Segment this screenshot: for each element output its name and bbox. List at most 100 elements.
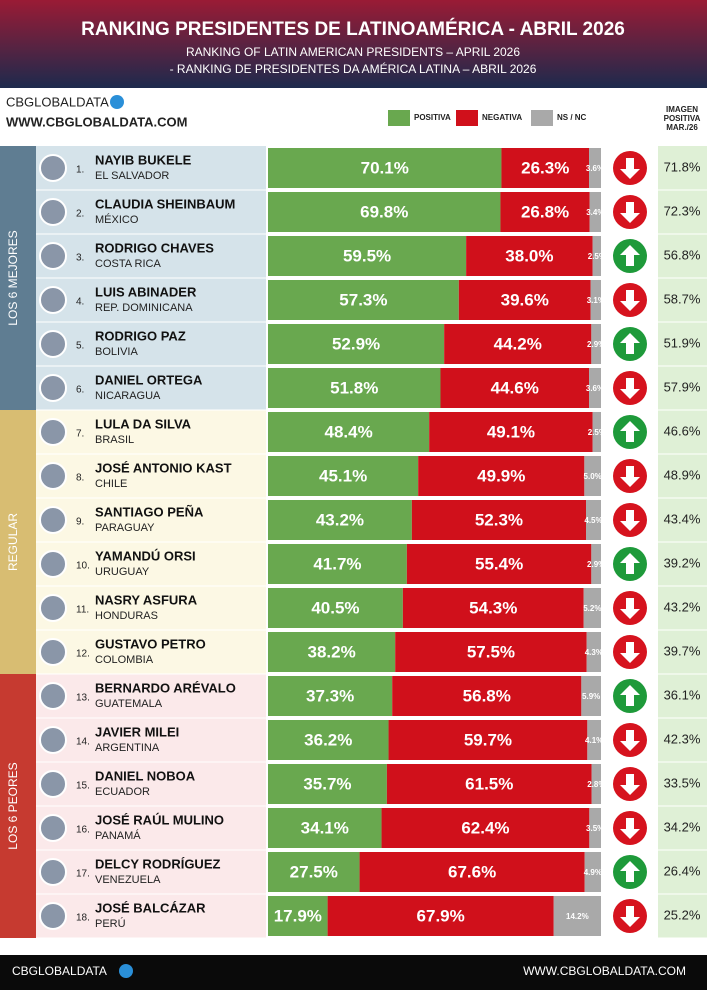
image-value: 33.5% xyxy=(664,775,701,790)
trend-arrow-glyph xyxy=(620,774,640,795)
bar-segment xyxy=(589,368,601,408)
footer-brand: CBGLOBALDATA xyxy=(12,964,107,978)
bar-label: 2.9% xyxy=(587,340,605,349)
trend-arrow-glyph xyxy=(620,553,640,574)
president-name: LULA DA SILVA xyxy=(95,416,192,431)
bar-segment xyxy=(586,632,601,672)
bar-segment xyxy=(406,544,592,584)
bar-segment xyxy=(268,324,445,364)
country: BRASIL xyxy=(95,434,134,446)
trend-arrow-glyph xyxy=(620,598,640,619)
bar-label: 52.9% xyxy=(332,334,380,353)
portrait xyxy=(39,550,67,578)
subtitle: RANKING OF LATIN AMERICAN PRESIDENTS – A… xyxy=(186,45,520,59)
image-value: 57.9% xyxy=(664,379,701,394)
country: PANAMÁ xyxy=(95,829,141,842)
president-name: YAMANDÚ ORSI xyxy=(95,548,196,563)
trend-arrow-glyph xyxy=(620,245,640,266)
rank: 9. xyxy=(76,517,84,528)
president-name: DANIEL ORTEGA xyxy=(95,372,203,387)
bar-segment xyxy=(586,500,601,540)
bar-label: 3.6% xyxy=(586,384,604,393)
president-name: RODRIGO CHAVES xyxy=(95,240,214,255)
bar-label: 39.6% xyxy=(501,290,549,309)
president-name: GUSTAVO PETRO xyxy=(95,636,206,651)
subtitle: - RANKING DE PRESIDENTES DA AMÉRICA LATI… xyxy=(170,61,537,76)
bar-segment xyxy=(402,588,584,628)
rank: 15. xyxy=(76,781,90,792)
bar-label: 4.5% xyxy=(584,516,602,525)
bar-segment xyxy=(386,764,592,804)
president-name: LUIS ABINADER xyxy=(95,284,197,299)
portrait xyxy=(39,374,67,402)
image-value: 56.8% xyxy=(664,247,701,262)
bar-segment xyxy=(584,852,601,892)
image-value: 46.6% xyxy=(664,423,701,438)
image-value: 39.2% xyxy=(664,555,701,570)
bar-segment xyxy=(590,280,601,320)
bar-label: 4.1% xyxy=(585,736,603,745)
country: EL SALVADOR xyxy=(95,170,169,182)
portrait xyxy=(39,682,67,710)
portrait xyxy=(39,770,67,798)
legend-label: NEGATIVA xyxy=(482,113,522,122)
rank: 13. xyxy=(76,693,90,704)
bar-label: 44.2% xyxy=(494,334,542,353)
bar-label: 36.2% xyxy=(304,730,352,749)
image-value: 51.9% xyxy=(664,335,701,350)
president-name: NASRY ASFURA xyxy=(95,592,198,607)
url: WWW.CBGLOBALDATA.COM xyxy=(6,114,187,129)
bar-label: 67.6% xyxy=(448,862,496,881)
image-value: 58.7% xyxy=(664,291,701,306)
bar-label: 2.5% xyxy=(588,428,606,437)
bar-label: 3.1% xyxy=(587,296,605,305)
bar-label: 34.1% xyxy=(301,818,349,837)
bar-segment xyxy=(268,236,467,276)
bar-segment xyxy=(392,676,582,716)
rank: 11. xyxy=(76,605,89,616)
bar-segment xyxy=(268,588,403,628)
rank: 1. xyxy=(76,165,84,176)
bar-label: 3.4% xyxy=(586,208,604,217)
trend-arrow-glyph xyxy=(620,642,640,663)
bar-segment xyxy=(501,148,590,188)
legend-swatch xyxy=(388,110,410,126)
bar-label: 2.8% xyxy=(587,780,605,789)
bar-segment xyxy=(584,456,601,496)
bar-label: 2.5% xyxy=(588,252,606,261)
bar-label: 44.6% xyxy=(491,378,539,397)
group-band xyxy=(0,410,36,674)
bar-label: 37.3% xyxy=(306,686,354,705)
bar-label: 45.1% xyxy=(319,466,367,485)
column-header: IMAGEN xyxy=(666,105,698,114)
trend-arrow-glyph xyxy=(620,906,640,927)
bar-label: 57.3% xyxy=(339,290,387,309)
bar-segment xyxy=(411,500,587,540)
portrait xyxy=(39,418,67,446)
image-value: 71.8% xyxy=(664,159,701,174)
bar-segment xyxy=(268,720,389,760)
bar-label: 49.1% xyxy=(487,422,535,441)
country: PERÚ xyxy=(95,917,126,930)
country: URUGUAY xyxy=(95,566,150,578)
bar-label: 52.3% xyxy=(475,510,523,529)
bar-segment xyxy=(589,192,601,232)
bar-segment xyxy=(418,456,585,496)
trend-arrow-glyph xyxy=(620,466,640,487)
bar-segment xyxy=(589,808,601,848)
legend-label: NS / NC xyxy=(557,113,587,122)
bar-label: 62.4% xyxy=(461,818,509,837)
group-label: LOS 6 PEORES xyxy=(6,762,20,849)
column-header: MAR./26 xyxy=(666,123,698,132)
trend-arrow-glyph xyxy=(620,818,640,839)
column-header: POSITIVA xyxy=(664,114,701,123)
bar-segment xyxy=(440,368,590,408)
rank: 10. xyxy=(76,561,90,572)
rank: 14. xyxy=(76,737,90,748)
country: NICARAGUA xyxy=(95,390,161,402)
brand: CBGLOBALDATA xyxy=(6,94,109,109)
bar-label: 55.4% xyxy=(475,554,523,573)
bar-segment xyxy=(587,720,601,760)
bar-segment xyxy=(268,412,430,452)
bar-segment xyxy=(268,280,459,320)
